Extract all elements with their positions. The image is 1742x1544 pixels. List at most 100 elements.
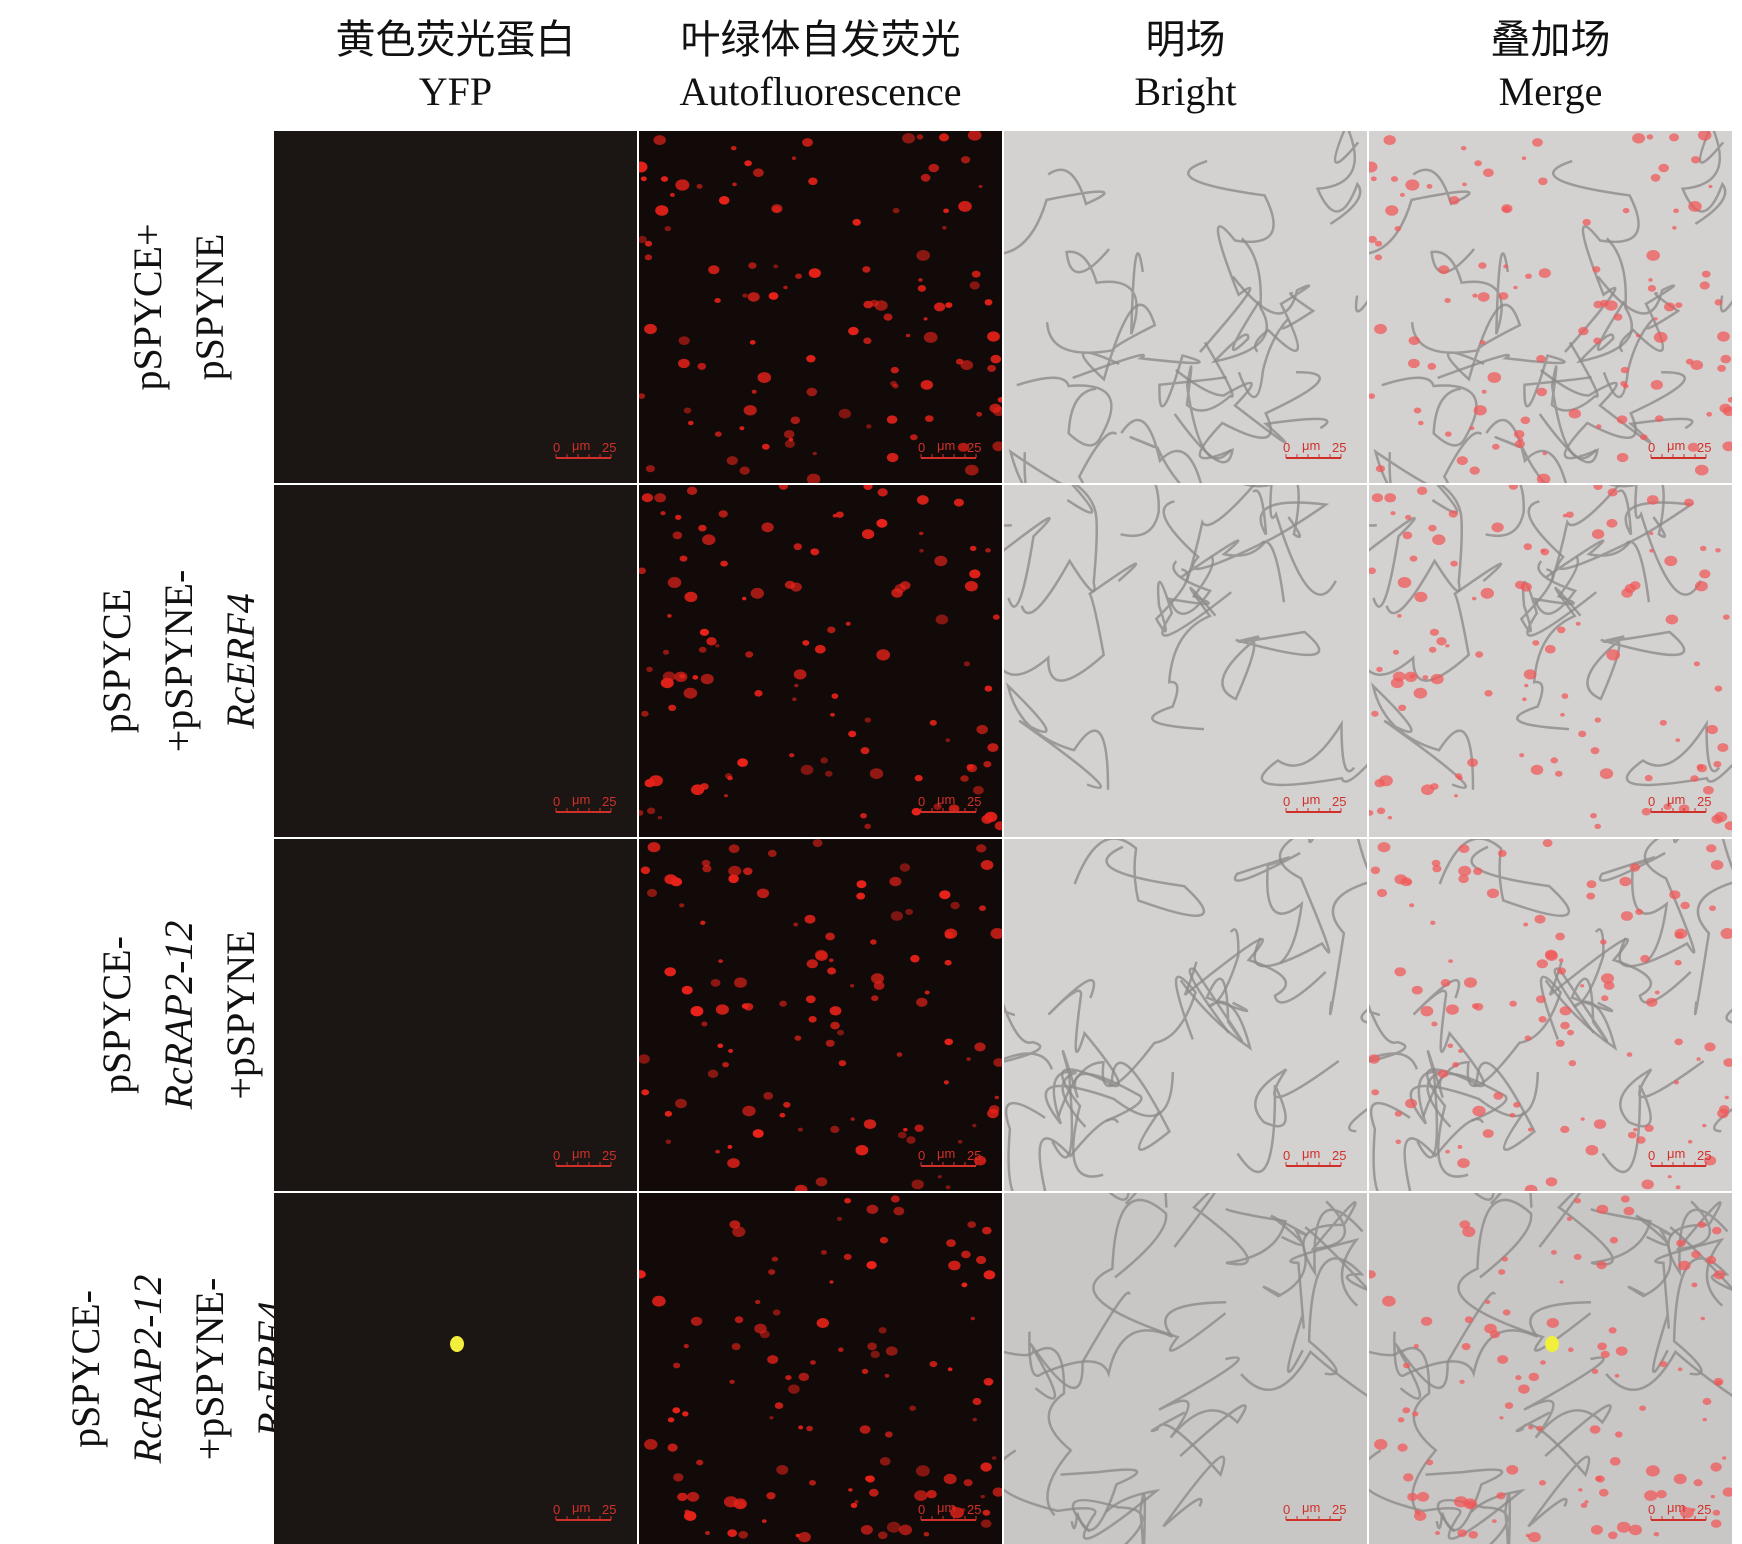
- chloroplast: [973, 785, 984, 795]
- chloroplast: [646, 807, 656, 815]
- chloroplast-overlay: [1724, 1095, 1729, 1100]
- chloroplast-overlay: [1438, 265, 1450, 275]
- chloroplast: [891, 588, 903, 598]
- chloroplast: [798, 1372, 810, 1382]
- chloroplast-overlay: [1530, 764, 1544, 775]
- chloroplast: [768, 1269, 776, 1275]
- chloroplast: [728, 1048, 734, 1053]
- chloroplast: [732, 182, 737, 187]
- chloroplast: [958, 1139, 963, 1144]
- chloroplast-overlay: [1622, 207, 1630, 214]
- cell-wall: [1618, 839, 1696, 968]
- chloroplast: [644, 323, 657, 335]
- chloroplast-overlay: [1528, 1425, 1534, 1430]
- chloroplast-overlay: [1615, 1346, 1628, 1356]
- chloroplast-overlay: [1597, 1342, 1607, 1351]
- chloroplast-overlay: [1437, 1069, 1449, 1078]
- chloroplast: [884, 1373, 890, 1378]
- chloroplast: [965, 464, 979, 476]
- chloroplast-overlay: [1575, 621, 1581, 626]
- row-label: +pSPYNE-: [187, 1278, 232, 1461]
- chloroplast-overlay: [1614, 1373, 1620, 1378]
- scale-start: 0: [1648, 794, 1655, 809]
- chloroplast-overlay: [1706, 411, 1713, 417]
- chloroplast: [730, 146, 737, 151]
- chloroplast-overlay: [1477, 292, 1490, 302]
- chloroplast: [772, 1309, 781, 1316]
- chloroplast: [714, 298, 721, 303]
- chloroplast-overlay: [1687, 442, 1700, 452]
- chloroplast: [836, 1216, 842, 1221]
- chloroplast: [969, 545, 977, 552]
- chloroplast-overlay: [1578, 730, 1587, 738]
- cell-wall: [1173, 371, 1321, 464]
- scale-unit: μm: [937, 438, 955, 453]
- chloroplast-overlay: [1653, 317, 1658, 321]
- chloroplast-overlay: [1722, 614, 1730, 620]
- chloroplast: [646, 666, 653, 672]
- chloroplast: [672, 531, 683, 540]
- chloroplast-overlay: [1606, 518, 1618, 528]
- chloroplast: [942, 225, 947, 230]
- chloroplast-overlay: [1561, 693, 1569, 699]
- chloroplast-overlay: [1586, 880, 1597, 889]
- chloroplast: [718, 196, 730, 205]
- chloroplast-overlay: [1702, 1123, 1707, 1128]
- chloroplast-overlay: [1590, 813, 1597, 819]
- chloroplast: [739, 426, 745, 431]
- chloroplast-overlay: [1645, 1465, 1660, 1477]
- chloroplast: [794, 1184, 808, 1191]
- chloroplast: [987, 743, 999, 752]
- chloroplast: [750, 587, 764, 599]
- chloroplast-overlay: [1646, 495, 1659, 505]
- chloroplast-overlay: [1452, 1062, 1459, 1068]
- chloroplast-overlay: [1397, 1443, 1408, 1452]
- chloroplast: [783, 430, 795, 439]
- chloroplast: [972, 1397, 982, 1406]
- chloroplast-overlay: [1656, 1490, 1667, 1499]
- chloroplast-overlay: [1447, 1043, 1454, 1049]
- chloroplast: [974, 1155, 987, 1166]
- scale-end: 25: [1332, 1502, 1346, 1517]
- chloroplast-overlay: [1405, 179, 1420, 191]
- chloroplast-overlay: [1646, 250, 1660, 261]
- chloroplast-overlay: [1458, 1048, 1464, 1053]
- micrograph-panel: 0 μm 25: [1369, 485, 1732, 837]
- cell-wall: [1073, 839, 1206, 918]
- chloroplast-overlay: [1646, 134, 1654, 140]
- chloroplast: [718, 959, 723, 963]
- chloroplast-overlay: [1706, 1255, 1717, 1265]
- chloroplast-overlay: [1688, 1139, 1693, 1144]
- chloroplast-overlay: [1518, 1384, 1530, 1394]
- chloroplast-overlay: [1580, 1117, 1585, 1121]
- chloroplast-overlay: [1595, 1475, 1605, 1483]
- chloroplast: [795, 273, 802, 279]
- chloroplast-overlay: [1370, 176, 1377, 182]
- chloroplast-overlay: [1480, 587, 1494, 599]
- cell-wall: [1457, 1198, 1592, 1352]
- chloroplast: [896, 1052, 903, 1057]
- chloroplast-overlay: [1473, 405, 1487, 416]
- chloroplast-overlay: [1448, 959, 1453, 963]
- chloroplast-overlay: [1492, 443, 1500, 450]
- chloroplast: [825, 1039, 835, 1047]
- chloroplast-overlay: [1542, 839, 1553, 848]
- chloroplast: [935, 614, 949, 625]
- chloroplast: [939, 133, 949, 142]
- cell-wall: [1186, 159, 1275, 353]
- chloroplast-overlay: [1653, 1532, 1660, 1537]
- chloroplast-overlay: [1649, 531, 1654, 536]
- cell-wall: [1410, 303, 1522, 382]
- chloroplast: [844, 1198, 851, 1204]
- chloroplast: [829, 1280, 834, 1284]
- chloroplast-overlay: [1483, 168, 1494, 177]
- cell-wall: [1550, 341, 1599, 460]
- chloroplast: [755, 1299, 761, 1305]
- chloroplast-overlay: [1658, 163, 1669, 173]
- chloroplast: [886, 1521, 901, 1533]
- chloroplast-overlay: [1640, 434, 1648, 441]
- micrograph-panel: 0 μm 25: [1369, 131, 1732, 483]
- chloroplast: [705, 1531, 710, 1535]
- cell-wall: [1669, 1226, 1732, 1376]
- chloroplast: [702, 534, 716, 545]
